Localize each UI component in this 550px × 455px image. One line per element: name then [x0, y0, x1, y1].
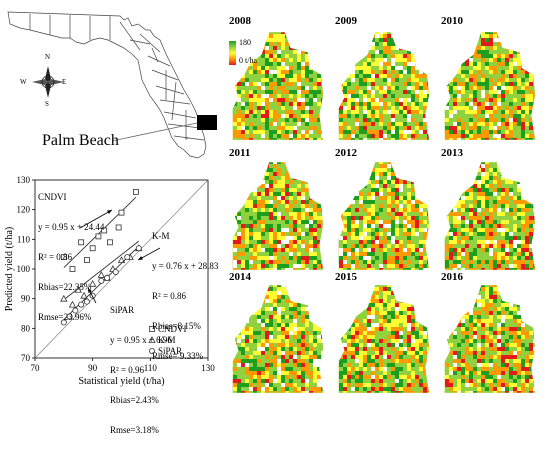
- sipar-rmse: Rmse=3.18%: [110, 425, 172, 435]
- cndvi-rmse: Rmse=23.96%: [38, 312, 104, 322]
- y-tick-label: 80: [21, 323, 31, 333]
- yield-map-grid: 2008 2009 2010 2011 2012 2013 2014 2015 …: [225, 0, 550, 401]
- point-cndvi: [119, 210, 124, 215]
- point-sipar: [136, 246, 141, 251]
- sipar-label: SiPAR: [110, 305, 172, 315]
- year-label-2009: 2009: [335, 15, 357, 27]
- sipar-annotation: SiPAR y = 0.95 x + 6.96 R² = 0.96 Rbias=…: [110, 285, 172, 455]
- year-label-2012: 2012: [335, 147, 357, 159]
- y-tick-label: 90: [21, 294, 31, 304]
- cndvi-eq: y = 0.95 x + 24.44: [38, 222, 104, 232]
- y-tick-label: 70: [21, 353, 31, 363]
- cndvi-annotation: CNDVI y = 0.95 x + 24.44 R² = 0.86 Rbias…: [38, 172, 104, 342]
- legend-min: 0 t/ha: [239, 56, 257, 65]
- yield-map-2009: [335, 30, 431, 142]
- point-sipar: [125, 255, 130, 260]
- sipar-rbias: Rbias=2.43%: [110, 395, 172, 405]
- yield-map-2014: [229, 283, 325, 395]
- year-label-2008: 2008: [229, 15, 251, 27]
- y-tick-label: 110: [17, 234, 31, 244]
- color-legend: 180 0 t/ha: [229, 40, 263, 66]
- point-cndvi: [133, 189, 138, 194]
- x-tick-label: 70: [31, 363, 41, 373]
- y-tick-label: 130: [17, 175, 31, 185]
- compass-rose: N S W E: [28, 62, 68, 102]
- year-label-2015: 2015: [335, 271, 357, 283]
- compass-e: E: [62, 78, 66, 86]
- km-eq: y = 0.76 x + 28.83: [152, 261, 218, 271]
- year-label-2011: 2011: [229, 147, 250, 159]
- legend-color-bar: [229, 41, 236, 65]
- sipar-eq: y = 0.95 x + 6.96: [110, 335, 172, 345]
- compass-n: N: [45, 53, 50, 61]
- florida-map: N S W E Palm Beach: [0, 0, 225, 165]
- cndvi-rbias: Rbias=22.35%: [38, 282, 104, 292]
- point-cndvi: [116, 225, 121, 230]
- point-k-m: [119, 257, 125, 263]
- yield-map-2013: [441, 160, 537, 272]
- y-tick-label: 100: [17, 264, 31, 274]
- map-label: Palm Beach: [42, 132, 119, 150]
- yield-map-2012: [335, 160, 431, 272]
- km-label: K-M: [152, 231, 218, 241]
- legend-max: 180: [239, 38, 251, 47]
- yield-map-2010: [441, 30, 537, 142]
- yield-map-2011: [229, 160, 325, 272]
- point-cndvi: [107, 240, 112, 245]
- yield-map-2015: [335, 283, 431, 395]
- year-label-2016: 2016: [441, 271, 463, 283]
- point-sipar: [104, 275, 109, 280]
- yield-maps-svg: [225, 0, 550, 401]
- compass-s: S: [45, 100, 49, 108]
- x-tick-label: 90: [88, 363, 98, 373]
- y-axis-label: Predicted yield (t/ha): [4, 227, 15, 311]
- compass-w: W: [20, 78, 27, 86]
- year-label-2010: 2010: [441, 15, 463, 27]
- year-label-2014: 2014: [229, 271, 251, 283]
- point-sipar: [113, 269, 118, 274]
- cndvi-r2: R² = 0.86: [38, 252, 104, 262]
- y-tick-label: 120: [17, 205, 31, 215]
- sipar-r2: R² = 0.96: [110, 365, 172, 375]
- cndvi-label: CNDVI: [38, 192, 104, 202]
- palm-beach-county: [197, 115, 217, 130]
- yield-map-2016: [441, 283, 537, 395]
- year-label-2013: 2013: [441, 147, 463, 159]
